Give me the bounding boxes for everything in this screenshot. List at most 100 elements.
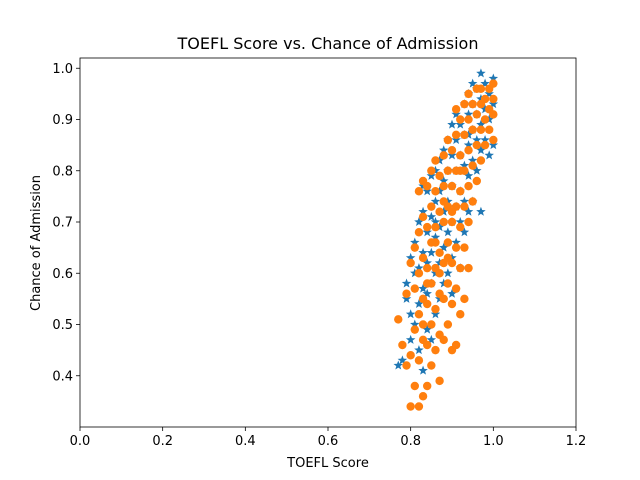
circle-point-112: [431, 238, 440, 247]
star-point-17: [418, 206, 428, 216]
star-point-20: [422, 288, 432, 298]
circle-point-29: [427, 361, 436, 370]
y-axis: 0.4 0.5 0.6 0.7 0.8 0.9 1.0: [52, 62, 80, 384]
circle-point-44: [435, 248, 444, 257]
star-point-10: [414, 345, 424, 355]
circle-point-12: [414, 356, 424, 365]
circle-point-94: [472, 176, 481, 186]
star-point-85: [476, 119, 486, 129]
circle-point-51: [439, 181, 448, 191]
y-tick-label: 0.9: [52, 113, 73, 128]
circle-point-45: [435, 207, 444, 216]
circle-point-33: [427, 202, 436, 211]
y-tick-label: 0.5: [52, 318, 73, 333]
y-tick-label: 0.7: [52, 216, 73, 231]
circle-point-55: [443, 238, 453, 247]
circle-point-98: [476, 156, 486, 165]
circle-point-0: [394, 315, 403, 324]
circle-point-54: [443, 279, 453, 288]
circle-point-21: [418, 212, 428, 222]
circle-point-11: [414, 402, 424, 411]
circle-point-114: [439, 197, 448, 206]
circle-point-5: [406, 258, 415, 268]
star-point-29: [430, 309, 441, 319]
circle-point-47: [439, 335, 448, 345]
star-point-73: [463, 109, 474, 119]
star-point-66: [459, 196, 470, 206]
circle-point-10: [410, 243, 419, 252]
circle-point-65: [451, 340, 461, 350]
star-point-9: [410, 237, 420, 247]
star-point-12: [414, 263, 424, 273]
star-point-2: [401, 293, 412, 303]
circle-point-24: [423, 340, 432, 350]
circle-point-118: [443, 253, 453, 263]
circle-point-91: [468, 161, 477, 170]
star-point-76: [467, 155, 478, 165]
star-point-44: [443, 268, 453, 278]
circle-point-3: [402, 289, 411, 298]
star-point-19: [422, 324, 432, 334]
x-axis-label: TOEFL Score: [286, 456, 369, 471]
circle-point-87: [464, 146, 473, 155]
star-point-97: [467, 78, 478, 88]
plot-frame: [79, 57, 577, 428]
star-point-53: [447, 150, 457, 160]
circle-point-7: [410, 381, 419, 391]
star-point-45: [443, 227, 453, 237]
star-point-65: [459, 227, 470, 237]
circle-point-93: [468, 99, 477, 109]
circle-point-41: [435, 376, 444, 386]
star-point-32: [430, 196, 441, 206]
star-point-24: [426, 334, 437, 344]
star-point-49: [447, 288, 457, 298]
circle-point-89: [464, 89, 473, 99]
circle-point-1: [398, 340, 407, 350]
circle-point-110: [489, 94, 498, 104]
circle-point-38: [431, 222, 440, 232]
circle-point-8: [410, 325, 419, 334]
circle-point-57: [443, 166, 453, 175]
circle-point-13: [414, 310, 424, 319]
star-point-5: [405, 334, 416, 344]
star-point-87: [476, 68, 486, 78]
star-point-83: [476, 206, 486, 216]
y-tick-label: 0.6: [52, 267, 73, 282]
circle-point-71: [451, 105, 461, 114]
star-point-6: [405, 252, 416, 262]
star-point-59: [451, 109, 461, 119]
circle-point-86: [464, 181, 473, 191]
star-point-71: [463, 170, 474, 180]
circle-point-77: [456, 115, 465, 124]
x-tick-label: 0.6: [318, 434, 339, 449]
circle-point-52: [439, 151, 448, 160]
circle-point-111: [489, 79, 498, 88]
star-point-80: [472, 135, 482, 145]
circle-point-63: [447, 181, 457, 191]
circle-point-102: [480, 140, 490, 150]
circle-point-75: [456, 187, 465, 196]
circle-point-117: [435, 269, 444, 278]
x-tick-label: 0.0: [70, 434, 91, 449]
circle-point-26: [423, 263, 432, 273]
circle-point-53: [443, 320, 453, 329]
star-point-94: [488, 140, 499, 150]
star-point-58: [451, 135, 461, 145]
star-point-90: [480, 78, 490, 88]
circle-point-62: [447, 217, 457, 227]
circle-point-84: [464, 263, 473, 273]
circle-point-64: [447, 146, 457, 155]
circle-point-101: [476, 84, 486, 93]
circle-point-30: [427, 320, 436, 329]
circle-point-48: [439, 294, 448, 304]
y-tick-label: 0.8: [52, 164, 73, 179]
circle-point-17: [418, 392, 428, 401]
star-point-67: [459, 160, 470, 170]
circle-point-14: [414, 269, 424, 278]
circle-point-28: [423, 181, 432, 191]
star-point-23: [422, 186, 432, 196]
circle-point-115: [447, 207, 457, 216]
x-axis: 0.0 0.2 0.4 0.6 0.8 1.0 1.2: [70, 427, 586, 449]
circle-point-90: [468, 197, 477, 206]
star-point-15: [418, 283, 428, 293]
